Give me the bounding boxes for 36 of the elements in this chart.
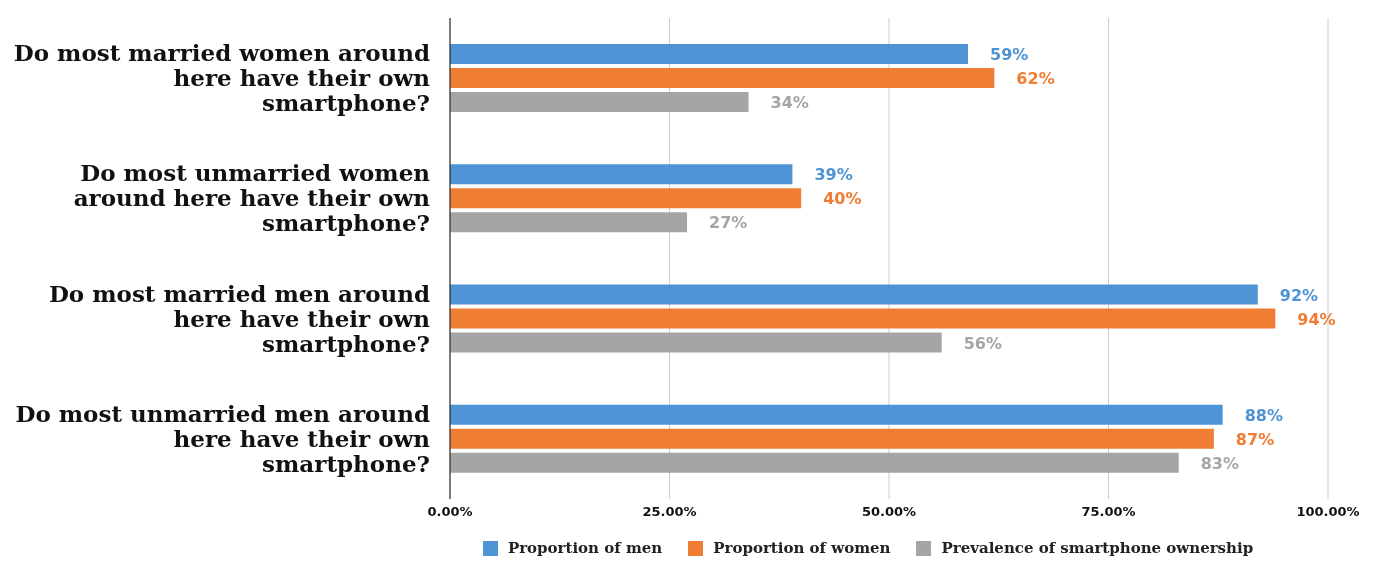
bar: [450, 404, 1223, 425]
data-label: 88%: [1244, 405, 1283, 425]
bar: [450, 68, 995, 88]
bar: [450, 188, 802, 209]
data-label: 59%: [990, 45, 1029, 64]
bar: [450, 212, 688, 233]
data-label: 40%: [823, 189, 862, 209]
x-tick-label: 25.00%: [642, 504, 697, 520]
y-tick-label: Do most married women around here have their own smartphone?: [13, 39, 431, 117]
bar: [450, 428, 1214, 449]
data-label: 56%: [963, 333, 1002, 353]
data-label: 83%: [1200, 453, 1240, 473]
legend-label: Proportion of men: [506, 539, 663, 557]
bar: [450, 284, 1258, 305]
legend-label: Proportion of women: [712, 539, 891, 557]
bar: [450, 164, 793, 185]
data-label: 92%: [1279, 285, 1319, 305]
x-tick-label: 75.00%: [1081, 504, 1136, 520]
data-label: 34%: [770, 93, 809, 112]
bar: [450, 44, 969, 64]
data-label: 94%: [1297, 309, 1336, 329]
y-tick-label: Do most married men around here have their own smartphone?: [48, 279, 431, 357]
x-tick-label: 50.00%: [861, 504, 917, 520]
y-tick-label: Do most unmarried men around here have their own smartphone?: [15, 399, 431, 477]
y-tick-label: Do most unmarried women around here have their own smartphone?: [73, 159, 431, 237]
bar: [450, 332, 942, 353]
data-label: 27%: [709, 213, 748, 233]
data-label: 87%: [1235, 429, 1275, 449]
bar: [450, 452, 1179, 473]
bar: [450, 92, 749, 112]
legend-label: Prevalence of smartphone ownership: [940, 539, 1254, 557]
x-tick-label: 0.00%: [427, 504, 473, 520]
x-tick-label: 100.00%: [1296, 504, 1360, 520]
data-label: 62%: [1016, 69, 1055, 88]
bar: [450, 308, 1276, 329]
data-label: 39%: [814, 165, 853, 185]
